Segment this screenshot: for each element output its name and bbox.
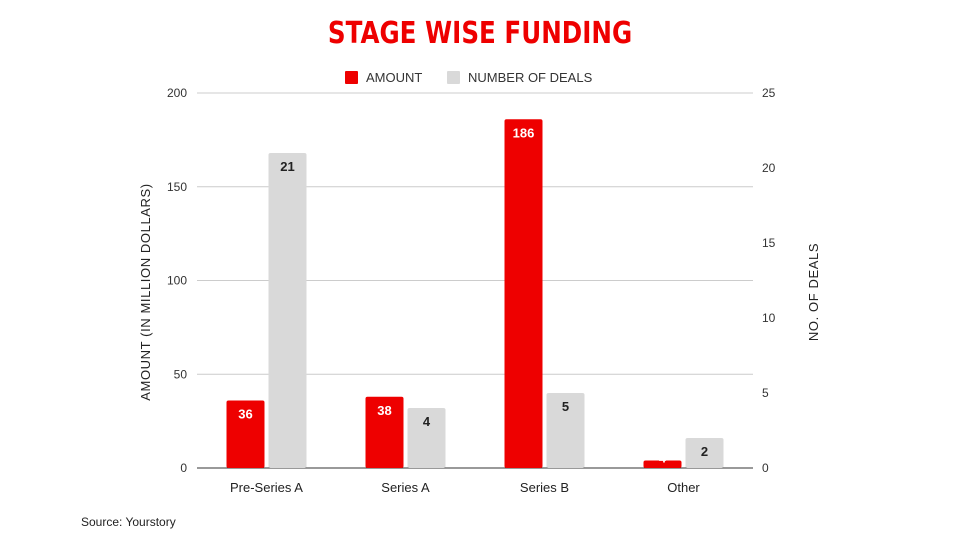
deals-data-label: 4	[423, 414, 431, 429]
y-tick-label: 100	[167, 274, 187, 288]
deals-bar	[685, 438, 724, 468]
y-tick-label: 200	[167, 86, 187, 100]
amount-bar	[504, 119, 543, 468]
y2-tick-label: 5	[762, 386, 769, 400]
deals-bar	[407, 408, 446, 468]
amount-data-label: 4	[659, 451, 667, 466]
y2-axis-title: NO. OF DEALS	[806, 243, 821, 341]
legend-label-amount: AMOUNT	[366, 70, 422, 85]
deals-data-label: 5	[562, 399, 569, 414]
amount-bar	[226, 400, 265, 468]
category-label: Series B	[520, 480, 569, 495]
deals-data-label: 2	[701, 444, 708, 459]
legend-label-deals: NUMBER OF DEALS	[468, 70, 593, 85]
deals-bar	[268, 153, 307, 468]
y2-axis-ticks: 0 5 10 15 20 25	[762, 86, 776, 475]
category-label: Pre-Series A	[230, 480, 303, 495]
y-tick-label: 50	[174, 367, 188, 381]
amount-bar	[643, 460, 682, 468]
amount-data-label: 38	[377, 403, 391, 418]
deals-bar	[546, 393, 585, 468]
category-label: Series A	[381, 480, 430, 495]
x-axis-categories: Pre-Series A Series A Series B Other	[230, 480, 700, 495]
category-label: Other	[667, 480, 700, 495]
y2-tick-label: 0	[762, 461, 769, 475]
y2-tick-label: 25	[762, 86, 776, 100]
legend-swatch-deals	[447, 71, 460, 84]
legend: AMOUNT NUMBER OF DEALS	[345, 70, 593, 85]
amount-data-label: 186	[513, 125, 535, 140]
amount-data-label: 36	[238, 407, 252, 422]
y-tick-label: 150	[167, 180, 187, 194]
chart-title: STAGE WISE FUNDING	[327, 16, 633, 51]
y-axis-ticks: 0 50 100 150 200	[167, 86, 187, 475]
source-note: Source: Yourstory	[81, 515, 176, 529]
legend-swatch-amount	[345, 71, 358, 84]
bars	[226, 119, 724, 468]
amount-bar	[365, 396, 404, 468]
y-axis-title: AMOUNT (IN MILLION DOLLARS)	[138, 183, 153, 401]
y-tick-label: 0	[180, 461, 187, 475]
y2-tick-label: 10	[762, 311, 776, 325]
data-labels: 36 21 38 4 186 5 4 2	[238, 125, 708, 465]
deals-data-label: 21	[280, 159, 294, 174]
y2-tick-label: 15	[762, 236, 776, 250]
y2-tick-label: 20	[762, 161, 776, 175]
